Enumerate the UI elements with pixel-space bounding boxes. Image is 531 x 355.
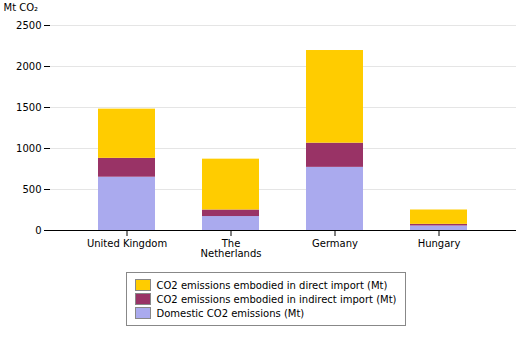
svg-text:United Kingdom: United Kingdom <box>87 238 167 249</box>
html-text:Domestic CO2 emissions (Mt): Domestic CO2 emissions (Mt) <box>156 307 305 319</box>
svg-text:Hungary: Hungary <box>418 238 461 249</box>
svg-text:500: 500 <box>22 184 41 195</box>
svg-text:1000: 1000 <box>16 143 41 154</box>
svg-text:1500: 1500 <box>16 102 41 113</box>
svg-text:Germany: Germany <box>312 238 358 249</box>
html-text:CO2 emissions embodied in dire: CO2 emissions embodied in direct import … <box>156 279 388 291</box>
svg-text:2500: 2500 <box>16 20 41 31</box>
html-text:CO2 emissions embodied in indi: CO2 emissions embodied in indirect impor… <box>156 293 397 305</box>
svg-text:TheNetherlands: TheNetherlands <box>201 238 262 259</box>
svg-text:2000: 2000 <box>16 61 41 72</box>
svg-text:Mt CO₂: Mt CO₂ <box>4 2 39 13</box>
svg-text:0: 0 <box>35 225 41 236</box>
